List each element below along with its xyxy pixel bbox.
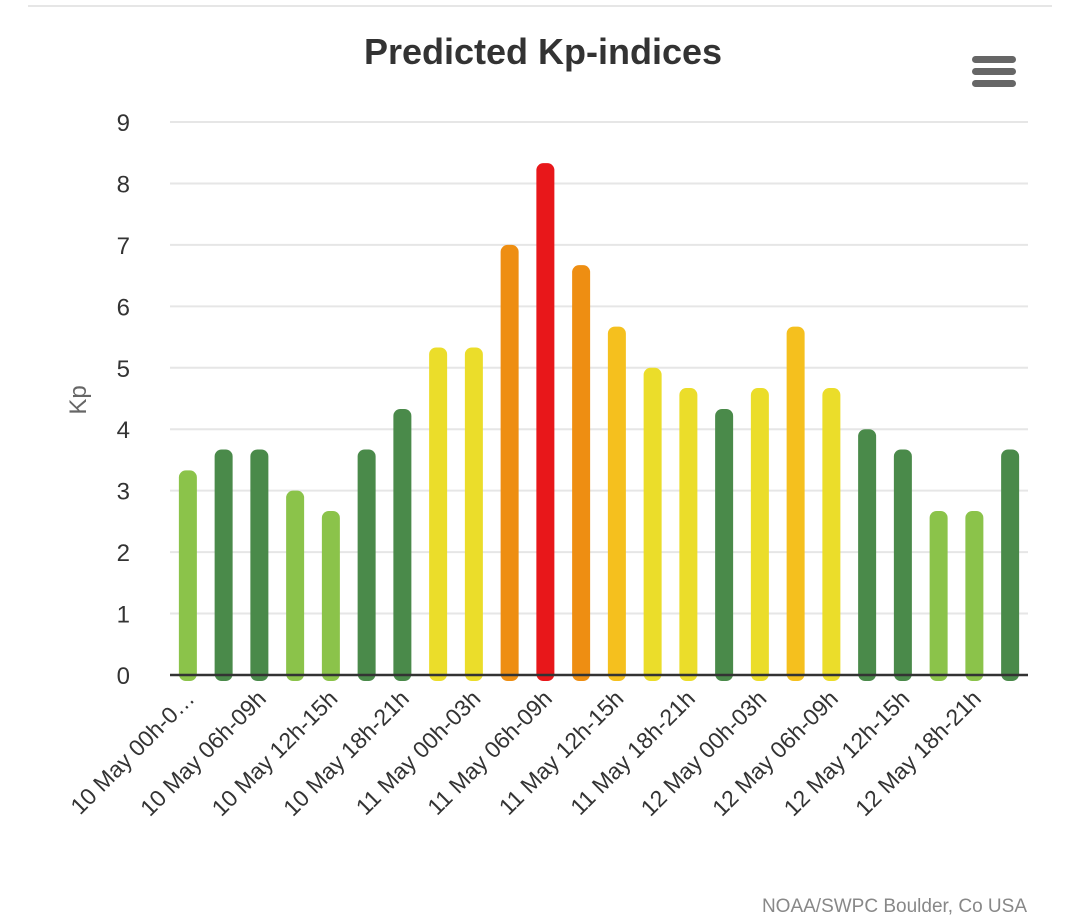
x-tick-label: 12 May 00h-03h [635,685,771,821]
bar[interactable] [929,510,948,681]
chart-credits[interactable]: NOAA/SWPC Boulder, Co USA [762,896,1027,917]
bar[interactable] [536,163,555,681]
bar[interactable] [393,408,412,681]
bar[interactable] [607,326,626,681]
chart-title: Predicted Kp-indices [364,31,722,72]
x-tick-label: 11 May 06h-09h [422,685,557,820]
bar[interactable] [500,244,519,681]
bar[interactable] [643,367,662,681]
x-tick-label: 11 May 00h-03h [351,685,486,820]
bar[interactable] [286,490,305,681]
bar[interactable] [178,470,197,681]
y-tick-label: 4 [117,417,130,444]
bar[interactable] [321,510,340,681]
bar[interactable] [572,265,591,681]
bar[interactable] [214,449,233,681]
bar[interactable] [858,429,877,681]
x-tick-label: 12 May 12h-15h [778,685,914,821]
bar[interactable] [357,449,376,681]
x-tick-label: 10 May 18h-21h [278,685,414,821]
y-tick-label: 6 [117,294,130,321]
y-tick-label: 1 [117,602,130,629]
y-tick-label: 3 [117,479,130,506]
bar[interactable] [250,449,269,681]
y-tick-label: 7 [117,233,130,260]
y-tick-label: 2 [117,540,130,567]
y-tick-label: 5 [117,356,130,383]
bar[interactable] [464,347,483,681]
x-tick-label: 11 May 18h-21h [565,685,700,820]
bar[interactable] [965,510,984,681]
bar[interactable] [679,388,698,681]
bar[interactable] [715,408,734,681]
bar[interactable] [786,326,805,681]
bar[interactable] [429,347,448,681]
x-tick-label: 11 May 12h-15h [494,685,629,820]
x-tick-label: 10 May 00h-0… [65,685,199,819]
y-axis-label: Kp [65,385,92,414]
bar[interactable] [750,388,769,681]
bar[interactable] [893,449,912,681]
x-tick-label: 12 May 06h-09h [707,685,843,821]
y-tick-label: 0 [117,663,130,690]
x-tick-label: 10 May 06h-09h [135,685,271,821]
x-tick-label: 10 May 12h-15h [206,685,342,821]
bar[interactable] [822,388,841,681]
hamburger-menu-icon[interactable] [972,56,1016,87]
x-tick-label: 12 May 18h-21h [850,685,986,821]
y-tick-label: 8 [117,171,130,198]
y-tick-label: 9 [117,110,130,137]
bar[interactable] [1001,449,1020,681]
